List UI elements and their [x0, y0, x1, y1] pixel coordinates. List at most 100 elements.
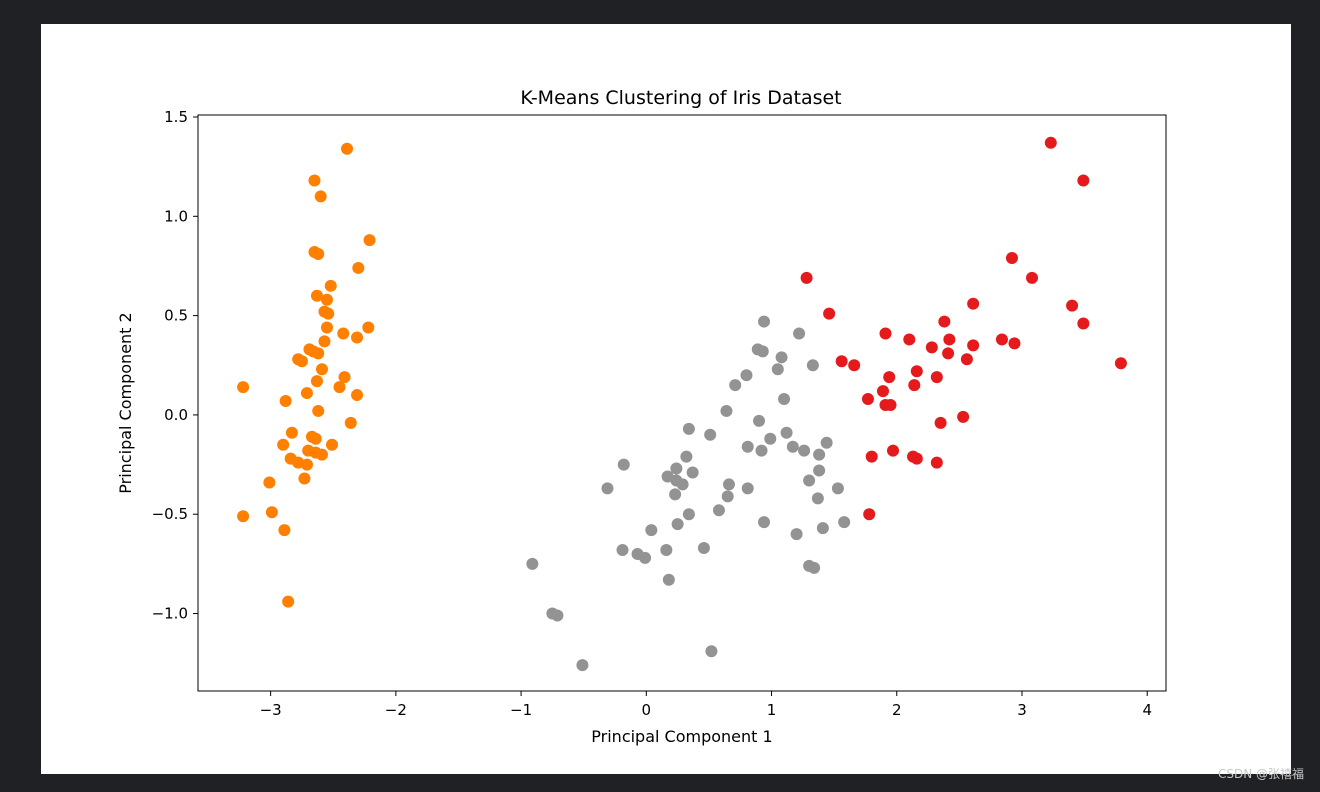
x-tick-label: −1 [510, 701, 532, 719]
data-points [237, 136, 1127, 672]
data-point-cluster-2 [960, 353, 973, 366]
data-point-cluster-0 [351, 331, 364, 344]
data-point-cluster-0 [295, 355, 308, 368]
data-point-cluster-0 [325, 438, 338, 451]
data-point-cluster-2 [800, 271, 813, 284]
data-point-cluster-2 [967, 339, 980, 352]
data-point-cluster-0 [315, 448, 328, 461]
data-point-cluster-2 [943, 333, 956, 346]
data-point-cluster-2 [1008, 337, 1021, 350]
data-point-cluster-1 [576, 659, 589, 672]
scatter-plot: K-Means Clustering of Iris Dataset −3 −2−… [116, 87, 1167, 746]
data-point-cluster-2 [1077, 174, 1090, 187]
data-point-cluster-0 [309, 432, 322, 445]
data-point-cluster-0 [298, 472, 311, 485]
data-point-cluster-1 [669, 488, 682, 501]
data-point-cluster-1 [771, 363, 784, 376]
x-tick-label: 4 [1142, 701, 1152, 719]
data-point-cluster-2 [1077, 317, 1090, 330]
data-point-cluster-2 [930, 371, 943, 384]
data-point-cluster-1 [645, 524, 658, 537]
data-point-cluster-1 [758, 315, 771, 328]
y-axis: −1.0 −0.5 0.0 0.5 1.0 1.5 [152, 108, 198, 623]
plot-area [197, 114, 1167, 692]
data-point-cluster-0 [310, 289, 323, 302]
data-point-cluster-2 [910, 365, 923, 378]
data-point-cluster-1 [722, 478, 735, 491]
data-point-cluster-0 [279, 395, 292, 408]
data-point-cluster-1 [808, 561, 821, 574]
data-point-cluster-1 [682, 422, 695, 435]
data-point-cluster-2 [887, 444, 900, 457]
data-point-cluster-1 [721, 490, 734, 503]
data-point-cluster-1 [670, 462, 683, 475]
data-point-cluster-1 [704, 428, 717, 441]
data-point-cluster-1 [720, 404, 733, 417]
data-point-cluster-1 [806, 359, 819, 372]
data-point-cluster-1 [697, 541, 710, 554]
data-point-cluster-0 [322, 307, 335, 320]
data-point-cluster-1 [793, 327, 806, 340]
data-point-cluster-1 [741, 482, 754, 495]
watermark: CSDN @张禧福 [1217, 767, 1304, 781]
data-point-cluster-0 [278, 524, 291, 537]
data-point-cluster-0 [362, 321, 375, 334]
y-axis-label: Principal Component 2 [116, 312, 135, 493]
data-point-cluster-2 [848, 359, 861, 372]
data-point-cluster-1 [753, 414, 766, 427]
data-point-cluster-2 [903, 333, 916, 346]
x-tick-label: −2 [385, 701, 407, 719]
data-point-cluster-1 [798, 444, 811, 457]
data-point-cluster-2 [925, 341, 938, 354]
data-point-cluster-0 [352, 261, 365, 274]
data-point-cluster-1 [831, 482, 844, 495]
data-point-cluster-0 [237, 510, 250, 523]
data-point-cluster-0 [312, 404, 325, 417]
data-point-cluster-0 [282, 595, 295, 608]
data-point-cluster-2 [1114, 357, 1127, 370]
data-point-cluster-2 [876, 385, 889, 398]
data-point-cluster-1 [764, 432, 777, 445]
data-point-cluster-0 [300, 387, 313, 400]
y-tick-label: 1.5 [164, 108, 188, 126]
data-point-cluster-1 [811, 492, 824, 505]
data-point-cluster-0 [310, 375, 323, 388]
x-axis-label: Principal Component 1 [591, 727, 772, 746]
data-point-cluster-1 [838, 516, 851, 529]
data-point-cluster-1 [816, 522, 829, 535]
data-point-cluster-1 [616, 543, 629, 556]
data-point-cluster-1 [617, 458, 630, 471]
data-point-cluster-0 [337, 327, 350, 340]
data-point-cluster-1 [662, 573, 675, 586]
x-tick-label: 2 [892, 701, 902, 719]
x-tick-label: 3 [1017, 701, 1027, 719]
data-point-cluster-1 [682, 508, 695, 521]
data-point-cluster-0 [263, 476, 276, 489]
data-point-cluster-2 [865, 450, 878, 463]
data-point-cluster-2 [884, 398, 897, 411]
data-point-cluster-0 [363, 234, 376, 247]
data-point-cluster-1 [729, 379, 742, 392]
data-point-cluster-1 [786, 440, 799, 453]
data-point-cluster-0 [351, 389, 364, 402]
data-point-cluster-1 [780, 426, 793, 439]
data-point-cluster-1 [775, 351, 788, 364]
data-point-cluster-2 [957, 410, 970, 423]
data-point-cluster-2 [908, 379, 921, 392]
data-point-cluster-1 [676, 478, 689, 491]
data-point-cluster-2 [1005, 252, 1018, 265]
y-tick-label: −0.5 [152, 505, 188, 523]
data-point-cluster-2 [934, 416, 947, 429]
chart-figure: K-Means Clustering of Iris Dataset −3 −2−… [41, 24, 1291, 774]
y-tick-label: 0.5 [164, 307, 188, 325]
data-point-cluster-2 [861, 393, 874, 406]
data-point-cluster-0 [265, 506, 278, 519]
data-point-cluster-1 [758, 516, 771, 529]
data-point-cluster-0 [277, 438, 290, 451]
data-point-cluster-1 [813, 448, 826, 461]
data-point-cluster-0 [320, 293, 333, 306]
data-point-cluster-0 [285, 426, 298, 439]
data-point-cluster-2 [883, 371, 896, 384]
data-point-cluster-1 [671, 518, 684, 531]
x-tick-label: 0 [642, 701, 652, 719]
